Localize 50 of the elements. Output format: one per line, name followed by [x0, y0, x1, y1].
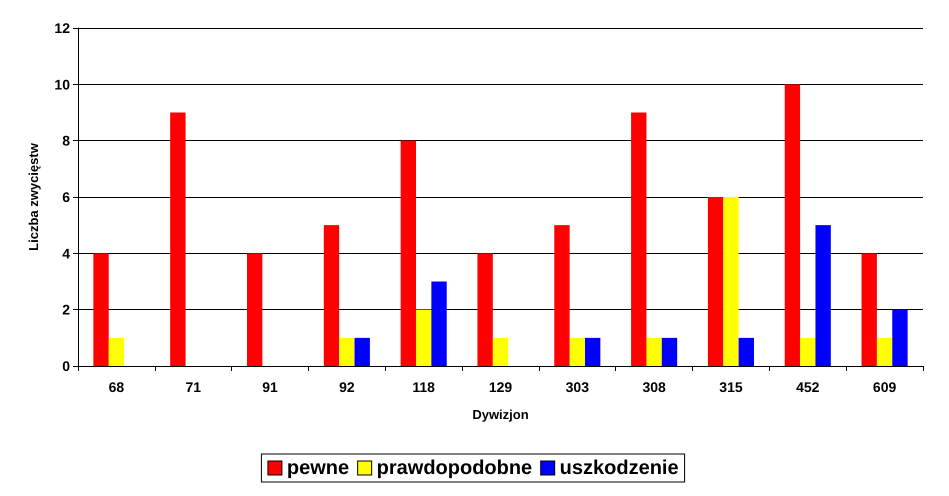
y-tick-label: 10 — [54, 76, 70, 92]
bar — [339, 338, 355, 366]
bar — [492, 338, 508, 366]
bar — [93, 253, 109, 366]
bar — [892, 310, 908, 366]
x-tick-label: 129 — [488, 379, 512, 395]
y-tick-label: 12 — [54, 20, 70, 36]
legend-label: pewne — [286, 457, 350, 479]
legend-label: uszkodzenie — [560, 457, 679, 479]
bar — [862, 253, 877, 366]
bar — [631, 112, 646, 366]
bar — [324, 225, 340, 366]
x-tick-label: 303 — [566, 379, 590, 395]
bar — [354, 338, 370, 366]
bar — [400, 140, 416, 366]
x-tick-label: 68 — [108, 379, 124, 395]
x-tick-label: 452 — [796, 379, 820, 395]
bar — [815, 225, 831, 366]
bar — [662, 338, 678, 366]
bar — [477, 253, 493, 366]
x-axis-title: Dywizjon — [472, 407, 529, 422]
bar — [738, 338, 754, 366]
legend-label: prawdopodobne — [376, 457, 532, 479]
x-tick-label: 92 — [339, 379, 355, 395]
bar — [723, 197, 739, 366]
bar — [170, 112, 186, 366]
x-tick-label: 315 — [719, 379, 743, 395]
bar — [784, 84, 800, 366]
y-tick-label: 2 — [62, 302, 70, 318]
x-tick-label: 118 — [412, 379, 436, 395]
bar — [585, 338, 600, 366]
bar — [646, 338, 662, 366]
x-tick-label: 71 — [185, 379, 202, 395]
bar — [876, 338, 892, 366]
y-tick-label: 0 — [62, 358, 70, 374]
y-tick-label: 8 — [62, 132, 70, 149]
bar — [554, 225, 570, 366]
bar — [416, 310, 432, 366]
x-tick-label: 609 — [872, 379, 896, 395]
bar — [800, 338, 816, 366]
x-tick-label: 308 — [642, 379, 666, 395]
x-tick-label: 91 — [262, 379, 278, 395]
y-tick-label: 6 — [62, 189, 70, 205]
bar — [570, 338, 585, 366]
y-tick-label: 4 — [62, 245, 70, 262]
bar — [247, 253, 262, 366]
y-axis-title: Liczba zwycięstw — [26, 142, 41, 251]
bar — [108, 338, 124, 366]
bar — [431, 282, 447, 366]
bar — [708, 197, 724, 366]
